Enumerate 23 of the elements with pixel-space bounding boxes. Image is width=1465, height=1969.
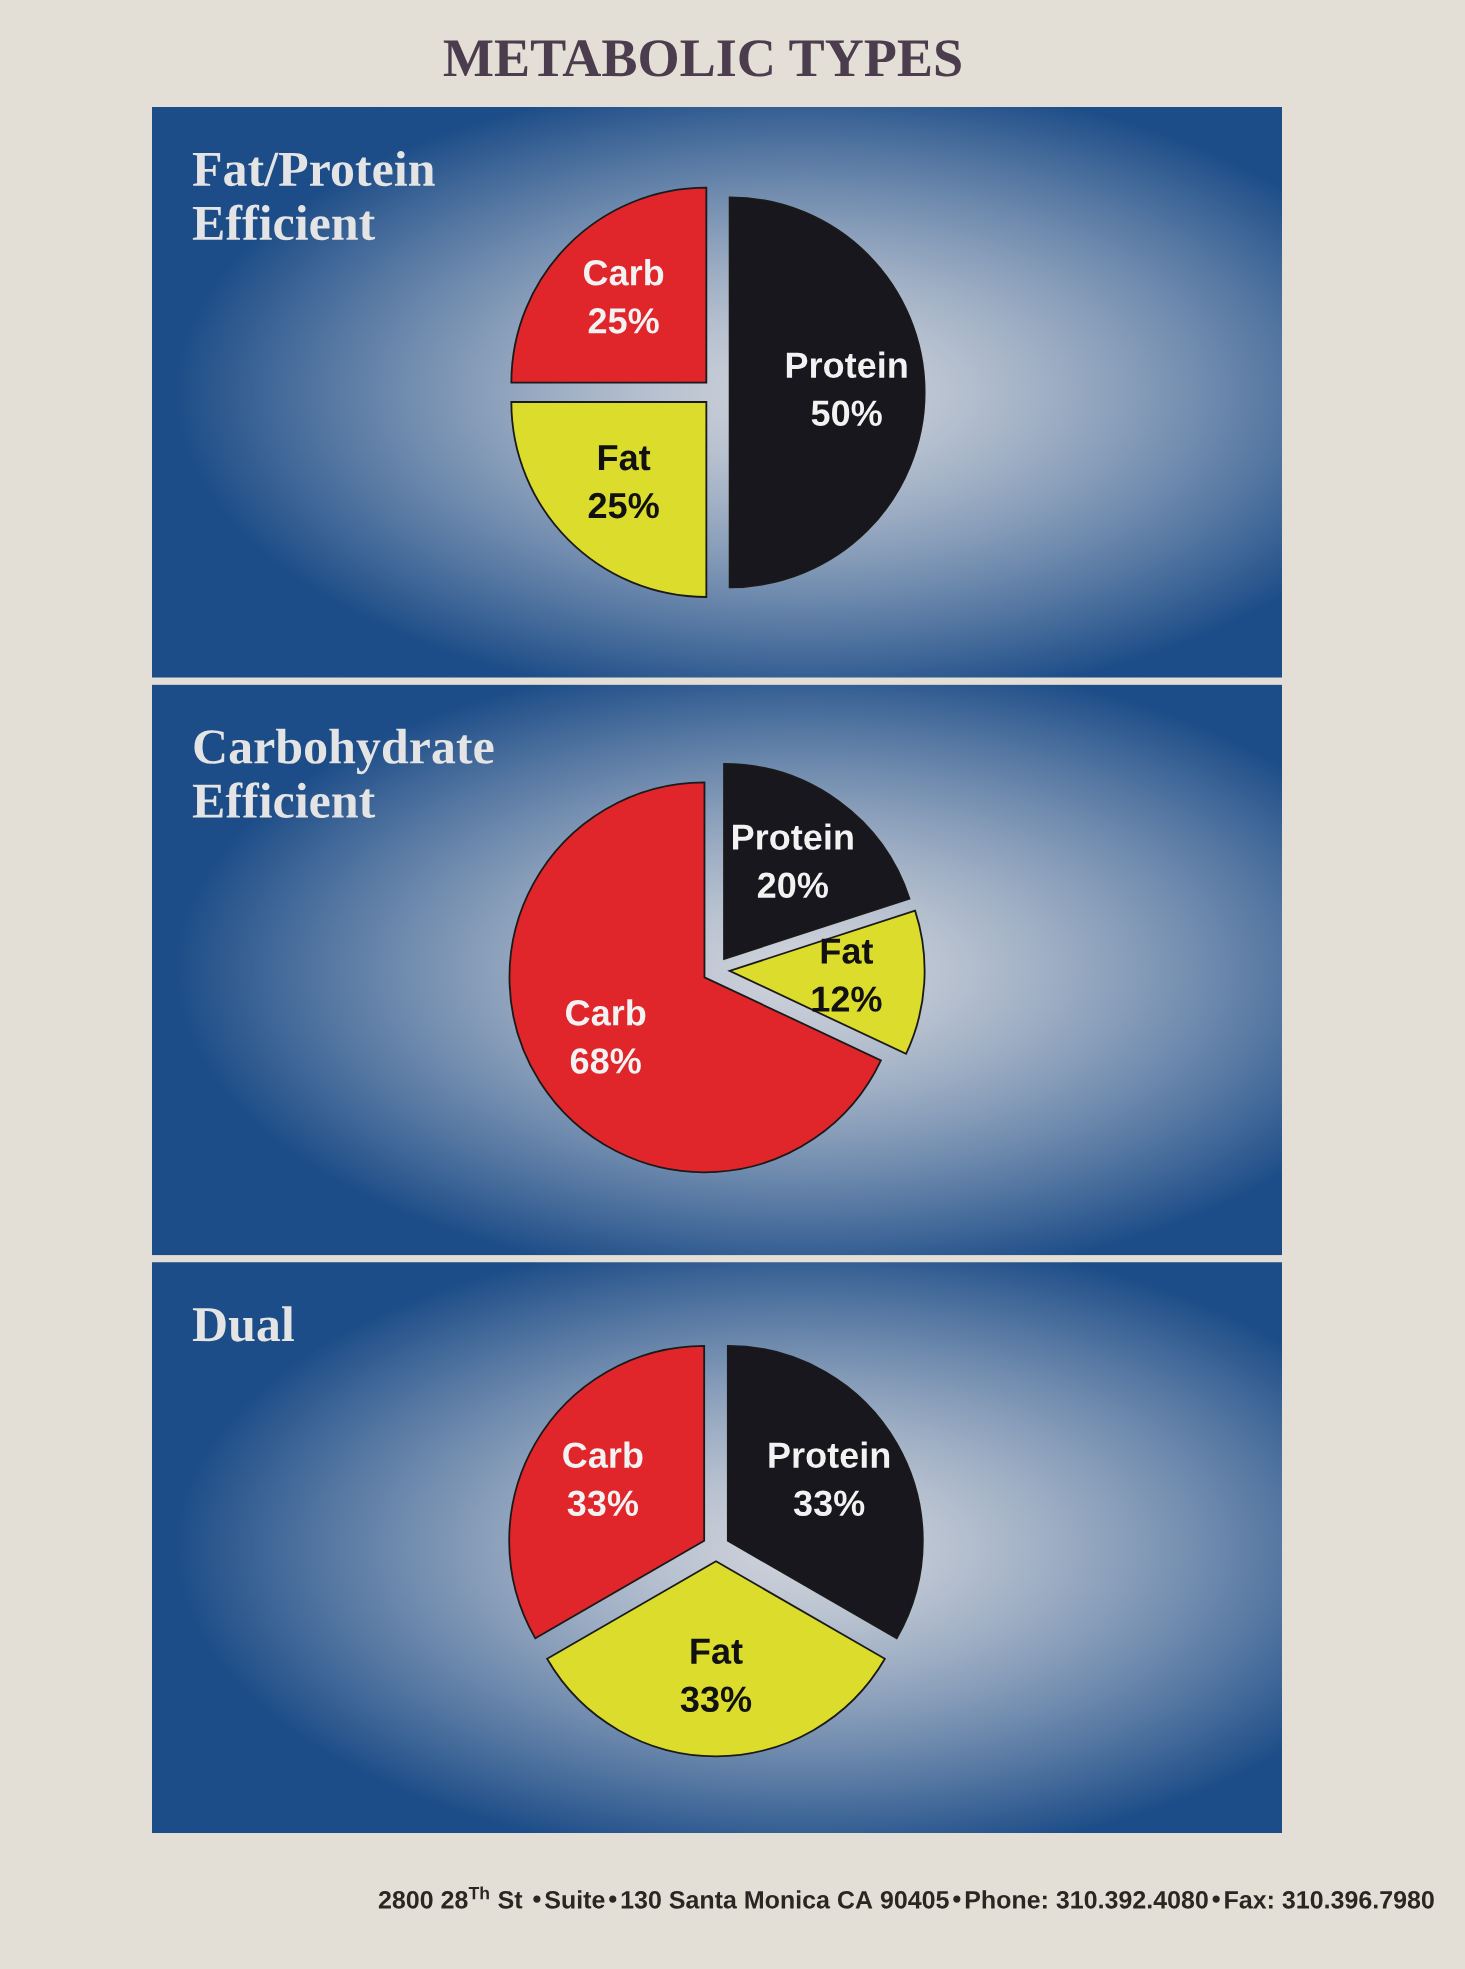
slice-label: Protein xyxy=(786,351,907,378)
data-label: 68% xyxy=(570,1048,641,1074)
text: METABOLIC TYPES xyxy=(443,40,961,77)
slice-label: Fat xyxy=(598,445,651,471)
slice-label: Carb xyxy=(566,999,646,1026)
slice-label: Carb xyxy=(583,259,664,286)
chart-title: Dual xyxy=(192,1306,294,1342)
slice-label: Carb xyxy=(563,1441,643,1469)
data-label: 50% xyxy=(811,400,882,427)
chart-title: Fat/Protein Efficient xyxy=(192,151,435,241)
slice-label: Fat xyxy=(821,938,874,964)
text: 2800 28$^{Th}$ St •Suite•130 Santa Monica CA 90405•Phone: 310.392.4080•Fax: 310.396.7980 xyxy=(378,1886,1434,1909)
slice-label: Fat xyxy=(691,1638,743,1664)
data-label: 33% xyxy=(680,1686,752,1713)
data-label: 33% xyxy=(793,1490,865,1517)
chart-title: Carbohydrate Efficient xyxy=(192,728,494,819)
data-label: 12% xyxy=(812,986,882,1012)
data-label: 20% xyxy=(757,872,828,899)
data-label: 33% xyxy=(567,1490,639,1517)
data-label: 25% xyxy=(588,308,659,334)
slice-label: Protein xyxy=(769,1441,890,1469)
data-label: 25% xyxy=(588,492,659,519)
slice-label: Protein xyxy=(733,823,853,850)
